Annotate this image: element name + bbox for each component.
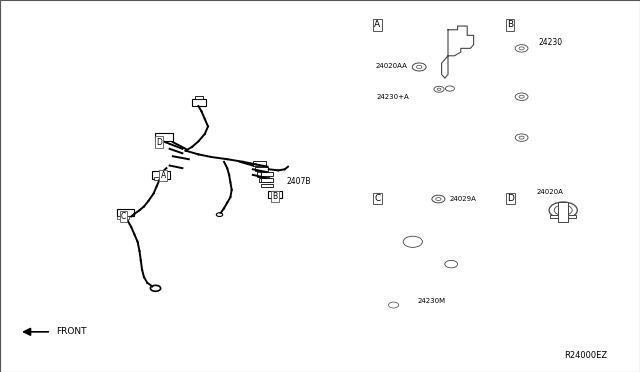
Text: 24230M: 24230M xyxy=(417,298,445,304)
Text: A: A xyxy=(161,171,166,180)
Circle shape xyxy=(554,205,572,215)
Bar xyxy=(152,171,170,179)
Bar xyxy=(154,177,159,180)
Text: 24230+A: 24230+A xyxy=(376,94,409,100)
Text: 24029A: 24029A xyxy=(450,196,477,202)
Bar xyxy=(255,167,268,171)
Bar xyxy=(195,96,203,99)
Bar xyxy=(117,216,120,219)
Circle shape xyxy=(515,45,528,52)
Circle shape xyxy=(417,65,422,68)
Text: R24000EZ: R24000EZ xyxy=(564,351,607,360)
Text: A: A xyxy=(374,20,381,29)
Bar xyxy=(253,161,266,166)
Circle shape xyxy=(412,63,426,71)
Circle shape xyxy=(445,86,454,91)
Bar xyxy=(261,184,273,187)
Text: 2407B: 2407B xyxy=(287,177,311,186)
Bar xyxy=(122,216,125,219)
Bar xyxy=(558,202,568,222)
Bar xyxy=(192,99,206,106)
Circle shape xyxy=(436,198,441,201)
Circle shape xyxy=(432,195,445,203)
Circle shape xyxy=(519,95,524,98)
Bar xyxy=(268,191,282,198)
Circle shape xyxy=(515,134,528,141)
Text: D: D xyxy=(156,138,162,147)
Circle shape xyxy=(388,302,399,308)
Circle shape xyxy=(549,202,577,218)
Circle shape xyxy=(519,47,524,50)
Bar xyxy=(155,133,173,141)
Text: 24020AA: 24020AA xyxy=(375,63,407,69)
Bar xyxy=(257,172,269,177)
Text: B: B xyxy=(273,192,278,201)
Bar xyxy=(259,178,271,182)
Text: 24230: 24230 xyxy=(539,38,563,47)
Bar xyxy=(126,216,129,219)
Text: C: C xyxy=(374,194,381,203)
Circle shape xyxy=(437,88,441,90)
Bar xyxy=(261,178,273,182)
Text: D: D xyxy=(507,194,514,203)
Circle shape xyxy=(445,260,458,268)
Bar xyxy=(117,209,134,216)
Text: FRONT: FRONT xyxy=(56,327,86,336)
Circle shape xyxy=(434,86,444,92)
Text: B: B xyxy=(507,20,513,29)
Circle shape xyxy=(519,136,524,139)
Text: 24020A: 24020A xyxy=(536,189,563,195)
Circle shape xyxy=(403,236,422,247)
Bar xyxy=(550,215,576,218)
Bar xyxy=(261,172,273,176)
Circle shape xyxy=(515,93,528,100)
Text: C: C xyxy=(121,212,126,221)
